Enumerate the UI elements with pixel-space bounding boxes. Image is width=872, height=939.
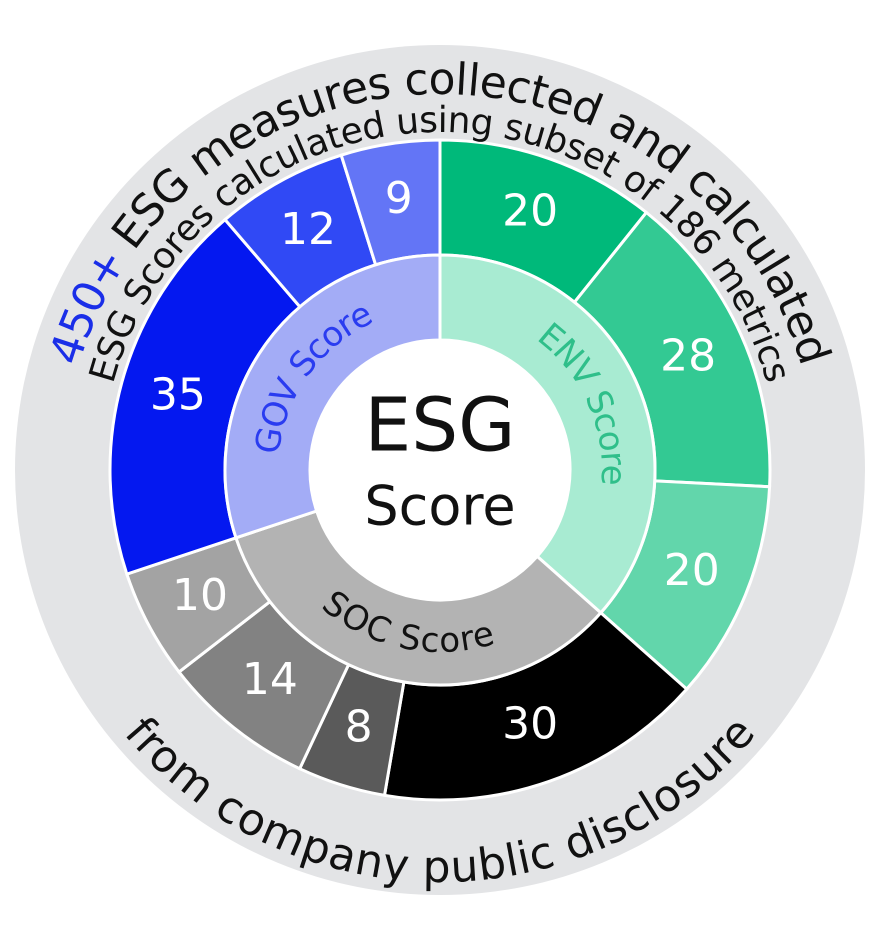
segment-label: 9: [385, 173, 413, 224]
group-ring: [223, 253, 442, 540]
segment-label: 8: [345, 702, 373, 753]
segment-label: 20: [664, 545, 720, 596]
group-ring: [438, 253, 657, 615]
segment-label: 35: [150, 369, 206, 420]
segment-label: 14: [242, 654, 298, 705]
segment-label: 28: [660, 331, 716, 382]
segment-label: 12: [280, 204, 336, 255]
center-title: ESG: [364, 383, 515, 469]
group-ring: [234, 509, 603, 687]
segment-label: 10: [172, 570, 228, 621]
segment-label: 20: [502, 185, 558, 236]
segment-label: 30: [502, 699, 558, 750]
center-subtitle: Score: [364, 475, 515, 538]
center-circle: [310, 340, 570, 600]
